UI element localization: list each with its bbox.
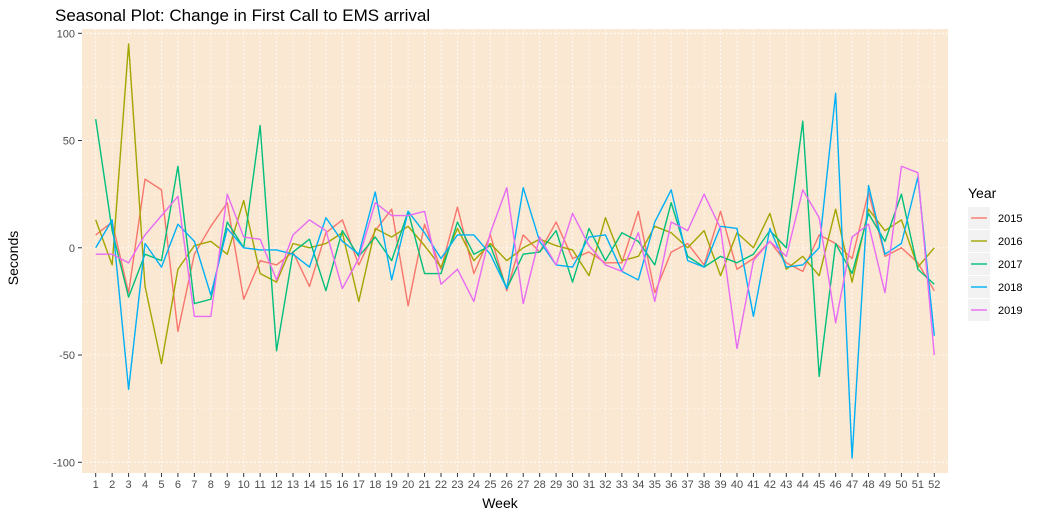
x-tick-label: 17 bbox=[353, 479, 365, 491]
series-line-2018 bbox=[95, 92, 935, 459]
x-tick-label: 33 bbox=[616, 479, 628, 491]
x-tick-label: 34 bbox=[632, 479, 644, 491]
x-tick-label: 22 bbox=[435, 479, 447, 491]
x-tick-label: 35 bbox=[649, 479, 661, 491]
x-tick-label: 15 bbox=[320, 479, 332, 491]
x-tick-label: 13 bbox=[287, 479, 299, 491]
y-tick-label: -50 bbox=[59, 350, 75, 362]
legend-label-2016: 2016 bbox=[998, 236, 1022, 248]
x-tick-label: 41 bbox=[747, 479, 759, 491]
x-tick-label: 39 bbox=[714, 479, 726, 491]
y-tick-label: 0 bbox=[69, 243, 75, 255]
series-line-2019 bbox=[95, 165, 935, 356]
x-axis-title: Week bbox=[482, 495, 519, 511]
chart-title: Seasonal Plot: Change in First Call to E… bbox=[55, 6, 430, 25]
x-tick-label: 40 bbox=[731, 479, 743, 491]
x-tick-label: 2 bbox=[109, 479, 115, 491]
y-axis-title: Seconds bbox=[5, 231, 21, 285]
x-tick-label: 46 bbox=[830, 479, 842, 491]
x-tick-label: 8 bbox=[208, 479, 214, 491]
x-tick-label: 16 bbox=[336, 479, 348, 491]
x-tick-label: 48 bbox=[862, 479, 874, 491]
x-tick-label: 28 bbox=[534, 479, 546, 491]
legend-items: 2015 2016 2017 2018 2019 bbox=[968, 207, 1022, 321]
x-tick-label: 36 bbox=[665, 479, 677, 491]
x-tick-label: 3 bbox=[126, 479, 132, 491]
x-tick-label: 4 bbox=[142, 479, 148, 491]
x-tick-label: 12 bbox=[270, 479, 282, 491]
series-layer bbox=[95, 43, 935, 459]
series-line-2016 bbox=[95, 43, 935, 365]
x-tick-label: 9 bbox=[224, 479, 230, 491]
x-tick-label: 29 bbox=[550, 479, 562, 491]
x-tick-label: 27 bbox=[517, 479, 529, 491]
x-tick-label: 42 bbox=[764, 479, 776, 491]
x-tick-label: 7 bbox=[191, 479, 197, 491]
series-line-2015 bbox=[95, 178, 935, 333]
legend-label-2019: 2019 bbox=[998, 305, 1022, 317]
x-tick-label: 43 bbox=[780, 479, 792, 491]
legend-label-2017: 2017 bbox=[998, 259, 1022, 271]
x-tick-label: 45 bbox=[813, 479, 825, 491]
x-tick-label: 20 bbox=[402, 479, 414, 491]
x-tick-label: 1 bbox=[93, 479, 99, 491]
x-tick-label: 51 bbox=[912, 479, 924, 491]
legend-title: Year bbox=[968, 185, 997, 201]
legend-label-2015: 2015 bbox=[998, 213, 1022, 225]
x-tick-label: 37 bbox=[682, 479, 694, 491]
x-tick-label: 19 bbox=[386, 479, 398, 491]
x-tick-label: 25 bbox=[484, 479, 496, 491]
x-tick-label: 14 bbox=[303, 479, 315, 491]
x-tick-label: 18 bbox=[369, 479, 381, 491]
x-tick-label: 21 bbox=[418, 479, 430, 491]
x-tick-label: 32 bbox=[599, 479, 611, 491]
x-tick-label: 50 bbox=[895, 479, 907, 491]
x-tick-label: 52 bbox=[928, 479, 940, 491]
grid-layer bbox=[82, 29, 948, 473]
x-tick-label: 23 bbox=[451, 479, 463, 491]
x-tick-label: 47 bbox=[846, 479, 858, 491]
x-tick-label: 11 bbox=[254, 479, 265, 491]
x-tick-label: 10 bbox=[238, 479, 250, 491]
x-tick-label: 31 bbox=[583, 479, 595, 491]
x-tick-label: 49 bbox=[879, 479, 891, 491]
legend: Year 2015 2016 2017 2018 2019 bbox=[968, 185, 1022, 321]
x-tick-label: 6 bbox=[175, 479, 181, 491]
legend-label-2018: 2018 bbox=[998, 282, 1022, 294]
series-line-2017 bbox=[95, 118, 935, 378]
y-tick-label: -100 bbox=[53, 457, 75, 469]
y-tick-label: 100 bbox=[57, 28, 75, 40]
x-tick-label: 30 bbox=[566, 479, 578, 491]
x-tick-label: 24 bbox=[468, 479, 480, 491]
x-tick-label: 5 bbox=[158, 479, 164, 491]
x-tick-label: 44 bbox=[797, 479, 809, 491]
y-tick-label: 50 bbox=[63, 136, 75, 148]
plot-panel bbox=[82, 29, 948, 473]
x-tick-label: 26 bbox=[501, 479, 513, 491]
x-tick-label: 38 bbox=[698, 479, 710, 491]
